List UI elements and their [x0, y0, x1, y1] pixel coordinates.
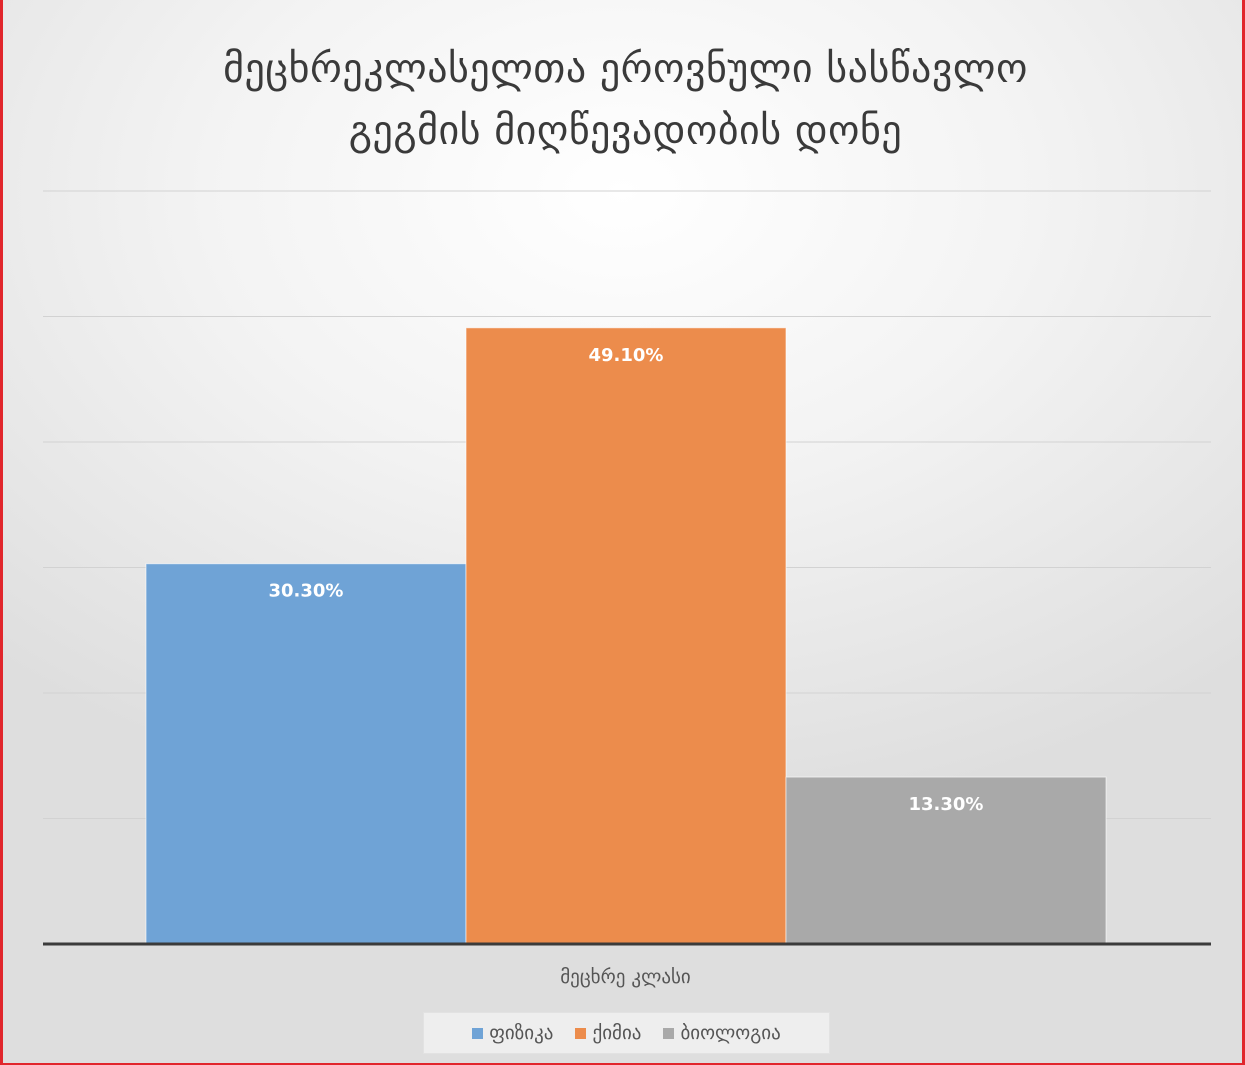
data-labels: 30.30% 49.10% 13.30%: [269, 345, 984, 815]
legend: ფიზიკა ქიმია ბიოლოგია: [423, 1012, 830, 1054]
x-category-label: მეცხრე კლასი: [560, 966, 691, 988]
chart-title-line-1: მეცხრეკლასელთა ეროვნული სასწავლო: [223, 46, 1028, 92]
legend-label-physics: ფიზიკა: [489, 1022, 554, 1044]
bars: [145, 327, 1107, 945]
legend-item-chemistry: ქიმია: [575, 1022, 641, 1044]
bar-biology: [785, 776, 1107, 945]
data-label-physics: 30.30%: [269, 581, 344, 602]
legend-item-physics: ფიზიკა: [472, 1022, 553, 1044]
bar-physics: [145, 563, 467, 945]
legend-item-biology: ბიოლოგია: [663, 1022, 781, 1044]
legend-label-biology: ბიოლოგია: [680, 1022, 781, 1044]
bar-chemistry: [465, 327, 787, 945]
data-label-biology: 13.30%: [909, 794, 984, 815]
chart-title: მეცხრეკლასელთა ეროვნული სასწავლო გეგმის …: [3, 38, 1245, 162]
legend-label-chemistry: ქიმია: [592, 1022, 642, 1044]
legend-swatch-biology: [663, 1027, 675, 1039]
chart-title-line-2: გეგმის მიღწევადობის დონე: [348, 108, 903, 154]
legend-swatch-chemistry: [575, 1027, 587, 1039]
legend-swatch-physics: [472, 1027, 484, 1039]
data-label-chemistry: 49.10%: [589, 345, 664, 366]
plot-area: 30.30% 49.10% 13.30%: [43, 190, 1211, 946]
